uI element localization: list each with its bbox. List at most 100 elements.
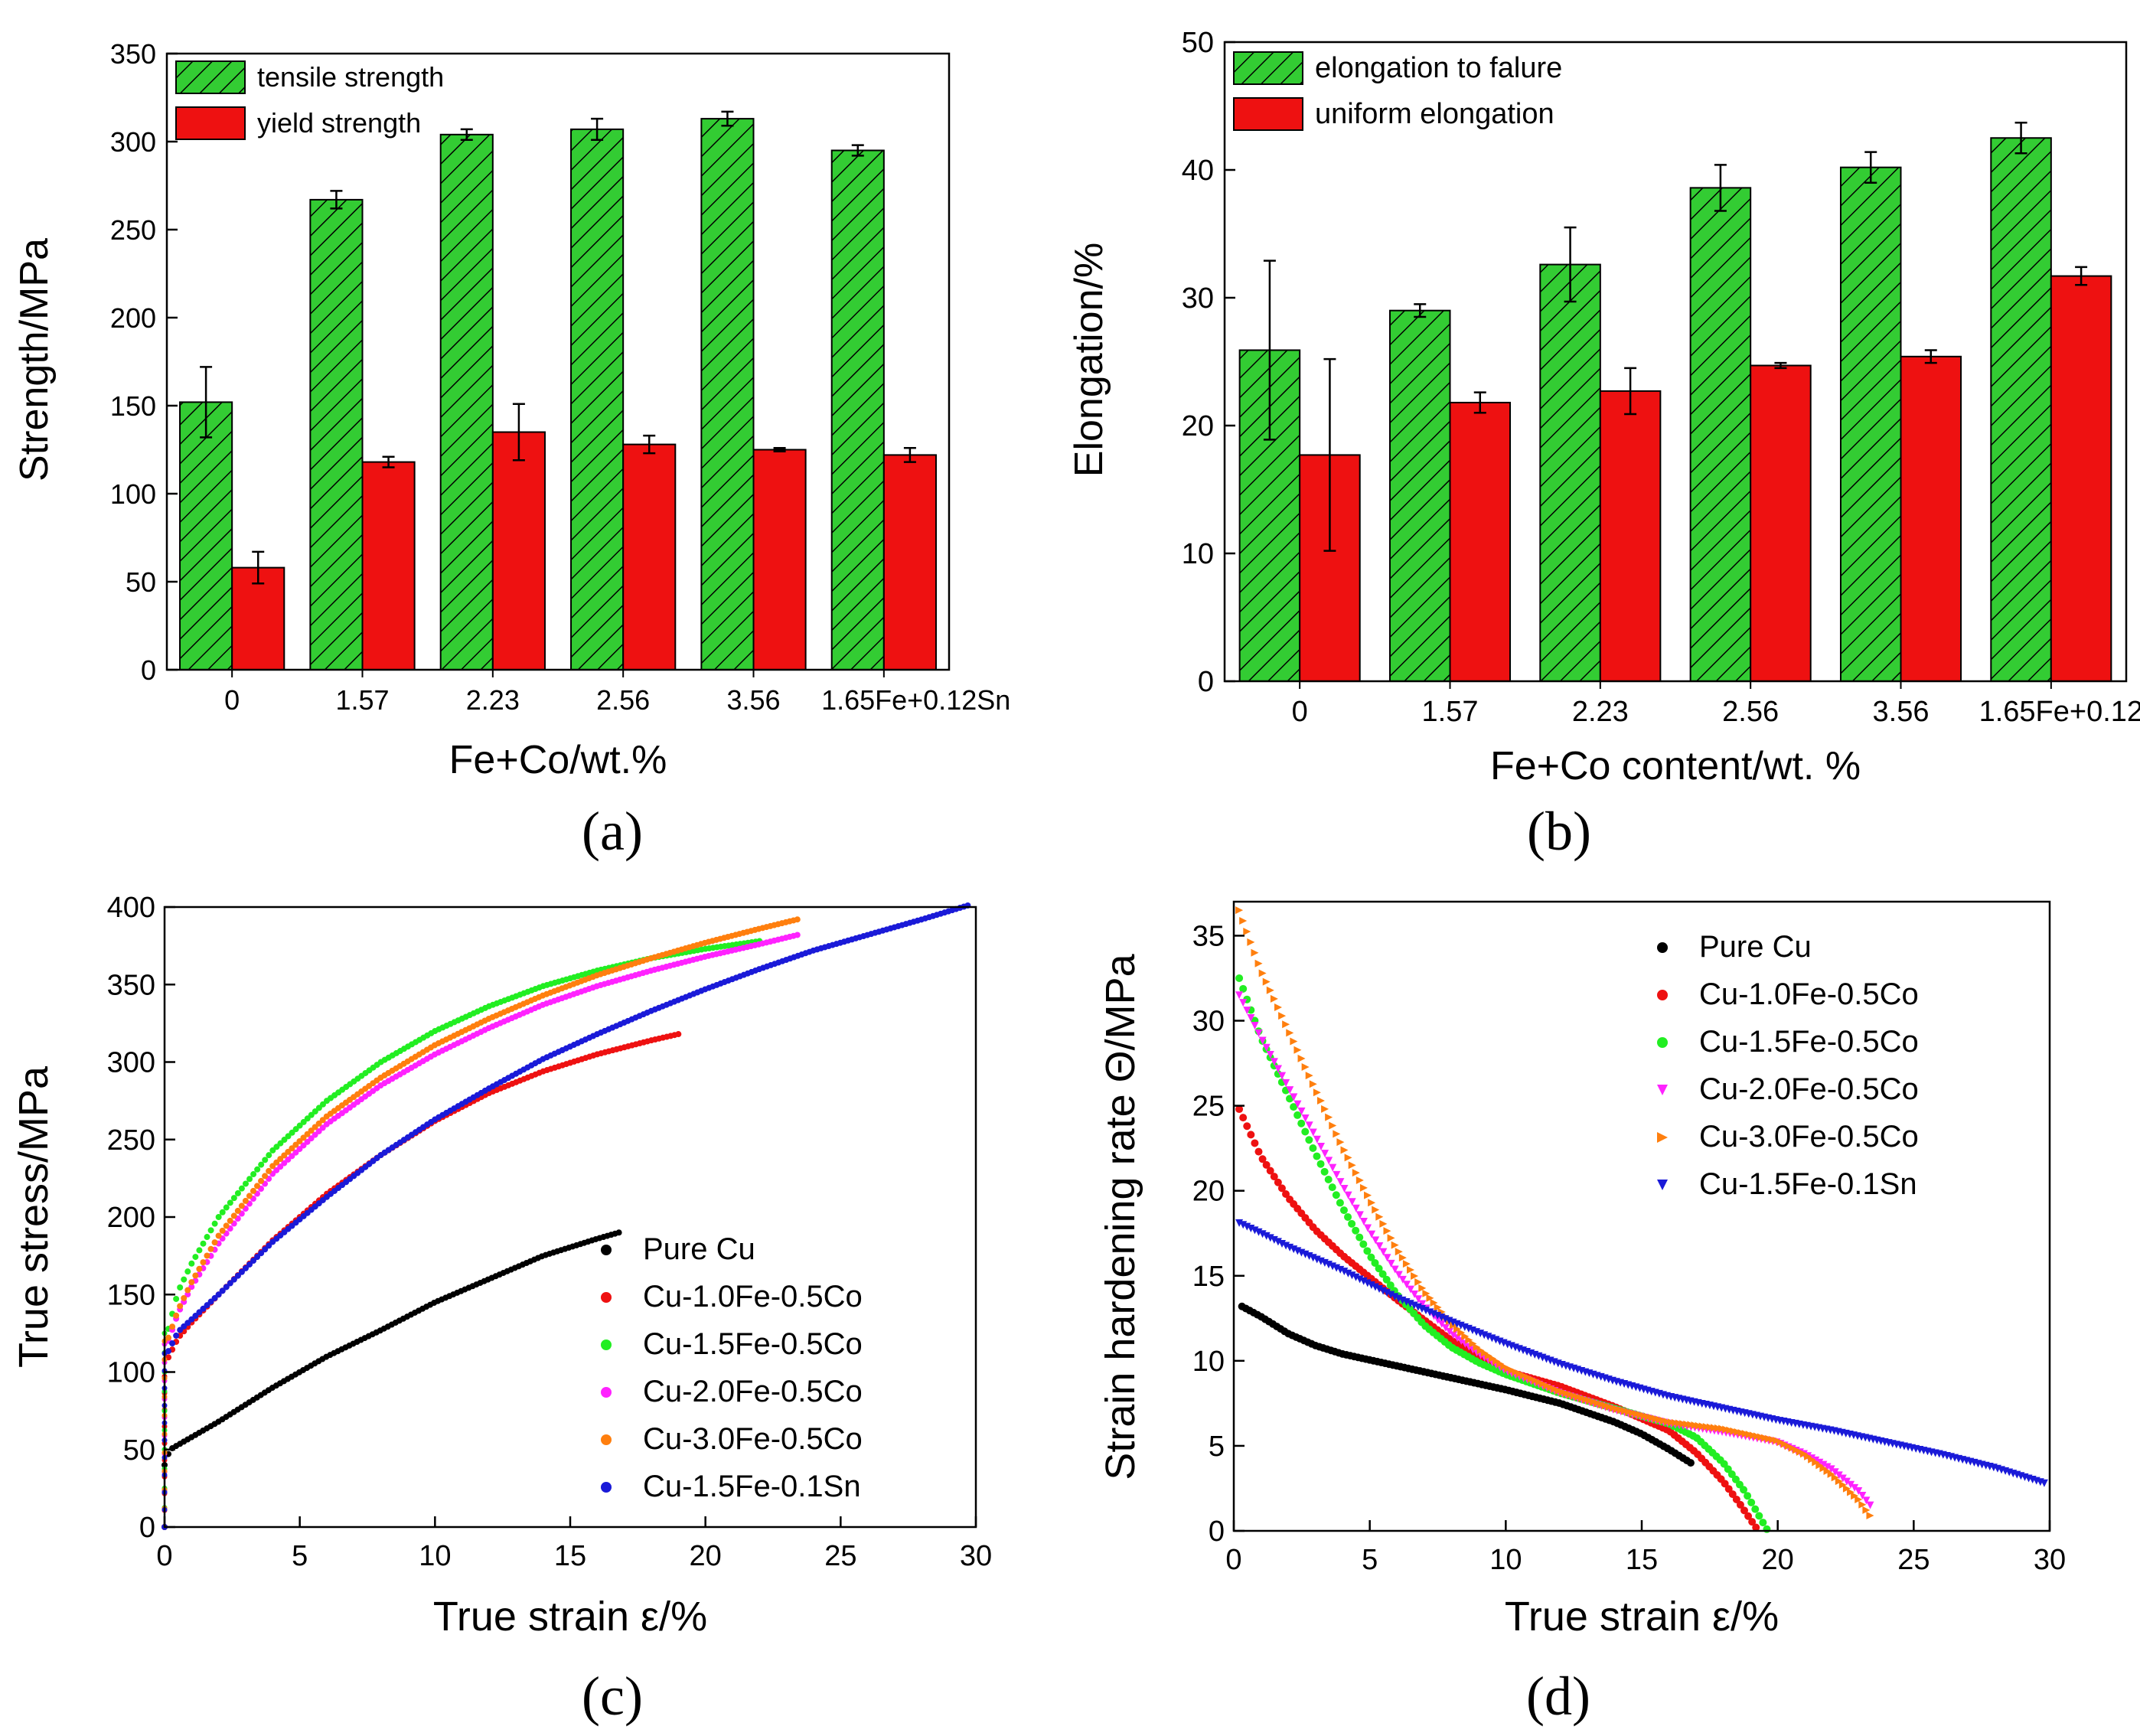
y-tick-label: 10 <box>1192 1346 1225 1378</box>
y-tick-label: 30 <box>1182 282 1214 315</box>
data-point <box>1348 1198 1356 1206</box>
y-tick-label: 50 <box>123 1434 155 1467</box>
data-point <box>1383 1227 1391 1235</box>
data-point <box>1686 1459 1695 1467</box>
panel-label: (d) <box>1526 1666 1590 1727</box>
data-point <box>319 1124 326 1131</box>
data-point <box>219 1209 226 1216</box>
data-point <box>1730 1427 1738 1435</box>
data-point <box>1368 1230 1376 1238</box>
y-axis-label: Elongation/% <box>1067 243 1111 477</box>
data-point <box>258 1177 265 1184</box>
data-point <box>1835 1477 1843 1486</box>
data-point <box>1325 1157 1333 1165</box>
legend-label: Cu-1.0Fe-0.5Co <box>643 1280 863 1313</box>
data-point <box>1492 1357 1500 1366</box>
data-point <box>1445 1327 1453 1336</box>
bar-primary <box>700 118 755 671</box>
data-point <box>1336 1199 1344 1207</box>
data-point <box>1465 1336 1473 1344</box>
data-point <box>1726 1426 1734 1434</box>
data-point <box>1691 1421 1699 1430</box>
data-point <box>1293 1100 1302 1108</box>
data-point <box>1842 1484 1851 1493</box>
data-point <box>1663 1418 1672 1426</box>
data-point <box>1765 1434 1773 1443</box>
y-axis-label: Strength/MPa <box>12 238 57 481</box>
data-point <box>1629 1408 1637 1417</box>
data-point <box>1359 1183 1368 1192</box>
bar-primary <box>830 149 885 671</box>
data-point <box>1819 1460 1828 1469</box>
data-point <box>234 1207 241 1214</box>
data-point <box>273 1159 280 1166</box>
data-point <box>1672 1418 1680 1427</box>
data-point <box>1398 1254 1407 1262</box>
data-point <box>1348 1271 1356 1280</box>
series-cu-3-0fe-0-5co <box>1235 906 1874 1520</box>
data-point <box>1367 1281 1375 1289</box>
data-point <box>304 1138 311 1145</box>
data-point <box>204 1252 210 1259</box>
data-point <box>1827 1465 1835 1473</box>
data-point <box>1352 1226 1360 1235</box>
y-tick-label: 25 <box>1192 1091 1225 1123</box>
data-point <box>1391 1241 1399 1249</box>
legend-label: uniform elongation <box>1315 98 1554 130</box>
data-point <box>1344 1212 1352 1221</box>
y-axis-label: Strain hardening rate Θ/MPa <box>1098 953 1143 1480</box>
data-point <box>262 1157 269 1163</box>
data-point <box>1359 1277 1368 1285</box>
data-point <box>1344 1154 1352 1162</box>
data-point <box>184 1291 191 1298</box>
data-point <box>258 1250 265 1257</box>
data-point <box>184 1268 191 1275</box>
data-point <box>196 1265 203 1272</box>
y-axis-label: True stress/MPa <box>11 1065 57 1368</box>
data-point <box>1752 1523 1760 1532</box>
data-point <box>1788 1444 1796 1452</box>
data-point <box>1336 1178 1345 1186</box>
data-point <box>1352 1273 1360 1281</box>
data-point <box>1378 1270 1387 1278</box>
data-point <box>1851 1492 1859 1500</box>
legend-label: Cu-3.0Fe-0.5Co <box>1699 1120 1919 1154</box>
data-point <box>308 1127 315 1134</box>
data-point <box>1527 1375 1535 1383</box>
data-point <box>1247 1131 1255 1139</box>
data-point <box>1780 1440 1789 1448</box>
data-point <box>1605 1402 1613 1411</box>
data-point <box>1473 1343 1481 1352</box>
y-tick-label: 0 <box>1209 1516 1225 1548</box>
y-tick-label: 400 <box>107 892 155 924</box>
data-point <box>177 1284 184 1291</box>
data-point <box>1398 1275 1407 1284</box>
series-cu-1-5fe-0-1sn <box>1235 1219 2048 1487</box>
data-point <box>1313 1135 1321 1144</box>
data-point <box>1328 1183 1336 1192</box>
data-point <box>1769 1435 1777 1444</box>
data-point <box>246 1193 253 1199</box>
y-tick-label: 40 <box>1182 155 1214 187</box>
x-tick-label: 25 <box>1897 1544 1930 1576</box>
data-point <box>1340 1185 1349 1193</box>
data-point <box>1453 1334 1462 1343</box>
bar-secondary <box>361 461 416 671</box>
data-point <box>1422 1289 1430 1297</box>
data-point <box>1235 974 1244 982</box>
data-point <box>289 1145 295 1152</box>
data-point <box>1461 1332 1470 1340</box>
data-point <box>1363 1247 1372 1255</box>
data-point <box>1744 1492 1752 1500</box>
data-point <box>1383 1289 1391 1297</box>
data-point <box>1737 1428 1746 1437</box>
series-cu-2-0fe-0-5co <box>1235 991 1874 1509</box>
data-point <box>1348 1219 1356 1228</box>
y-tick-label: 20 <box>1192 1176 1225 1208</box>
data-point <box>262 1173 269 1180</box>
data-point <box>1372 1206 1380 1214</box>
x-tick-label: 25 <box>824 1540 856 1572</box>
data-point <box>1301 1114 1310 1123</box>
data-point <box>1355 1275 1364 1284</box>
y-tick-label: 50 <box>1182 27 1214 59</box>
